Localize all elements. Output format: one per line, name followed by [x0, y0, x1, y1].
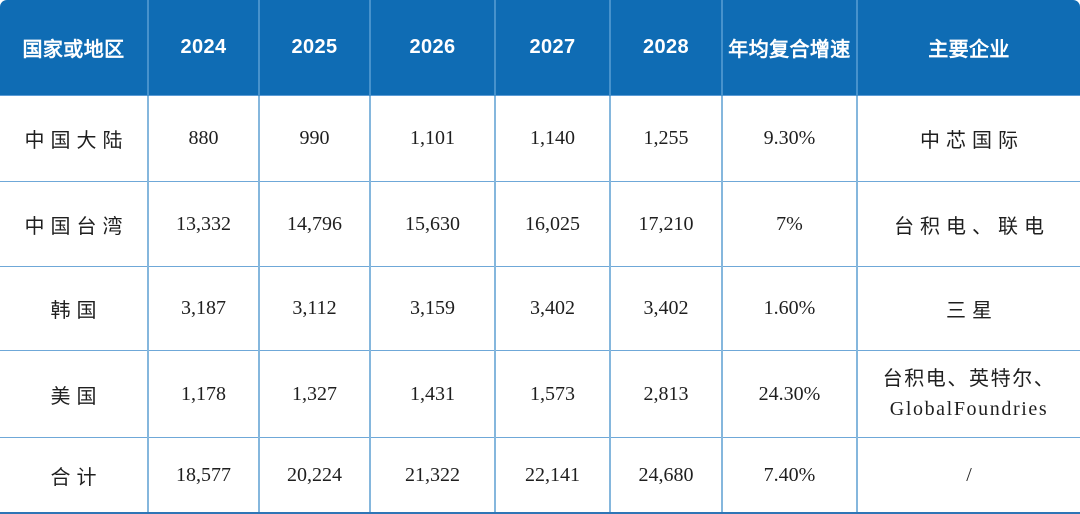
value-cell-2026: 15,630: [370, 181, 496, 267]
value-cell-2025: 14,796: [259, 181, 371, 267]
value-cell-2028: 2,813: [610, 350, 723, 438]
table-row-usa: 美国 1,178 1,327 1,431 1,573 2,813 24.30% …: [0, 350, 1080, 438]
table-header-row: 国家或地区 2024 2025 2026 2027 2028 年均复合增速 主要…: [0, 0, 1080, 96]
value-cell-2027: 1,140: [495, 95, 611, 182]
value-cell-2025: 1,327: [259, 350, 371, 438]
value-cell-2024: 880: [148, 95, 260, 182]
value-cell-2024: 18,577: [148, 437, 260, 514]
region-cell: 中国台湾: [0, 181, 149, 267]
region-cell: 韩国: [0, 266, 149, 351]
column-header-2026: 2026: [370, 0, 496, 96]
companies-cell: 台积电、联电: [857, 181, 1080, 267]
table-row-total: 合计 18,577 20,224 21,322 22,141 24,680 7.…: [0, 437, 1080, 514]
companies-cell: 中芯国际: [857, 95, 1080, 182]
value-cell-2027: 16,025: [495, 181, 611, 267]
value-cell-2026: 1,431: [370, 350, 496, 438]
value-cell-2025: 20,224: [259, 437, 371, 514]
cagr-cell: 1.60%: [722, 266, 858, 351]
table-row-china-taiwan: 中国台湾 13,332 14,796 15,630 16,025 17,210 …: [0, 181, 1080, 267]
value-cell-2026: 1,101: [370, 95, 496, 182]
value-cell-2025: 990: [259, 95, 371, 182]
companies-cell: 三星: [857, 266, 1080, 351]
value-cell-2028: 17,210: [610, 181, 723, 267]
value-cell-2026: 21,322: [370, 437, 496, 514]
value-cell-2026: 3,159: [370, 266, 496, 351]
column-header-cagr: 年均复合增速: [722, 0, 858, 96]
table-row-china-mainland: 中国大陆 880 990 1,101 1,140 1,255 9.30% 中芯国…: [0, 95, 1080, 182]
companies-cell: 台积电、英特尔、GlobalFoundries: [857, 350, 1080, 438]
column-header-2024: 2024: [148, 0, 260, 96]
value-cell-2027: 1,573: [495, 350, 611, 438]
cagr-cell: 7%: [722, 181, 858, 267]
value-cell-2025: 3,112: [259, 266, 371, 351]
cagr-cell: 24.30%: [722, 350, 858, 438]
column-header-2027: 2027: [495, 0, 611, 96]
column-header-2025: 2025: [259, 0, 371, 96]
value-cell-2027: 22,141: [495, 437, 611, 514]
region-cell: 合计: [0, 437, 149, 514]
value-cell-2028: 3,402: [610, 266, 723, 351]
region-cell: 美国: [0, 350, 149, 438]
cagr-cell: 7.40%: [722, 437, 858, 514]
value-cell-2024: 1,178: [148, 350, 260, 438]
value-cell-2028: 24,680: [610, 437, 723, 514]
region-cell: 中国大陆: [0, 95, 149, 182]
column-header-region: 国家或地区: [0, 0, 149, 96]
cagr-cell: 9.30%: [722, 95, 858, 182]
value-cell-2024: 3,187: [148, 266, 260, 351]
value-cell-2027: 3,402: [495, 266, 611, 351]
column-header-2028: 2028: [610, 0, 723, 96]
value-cell-2024: 13,332: [148, 181, 260, 267]
value-cell-2028: 1,255: [610, 95, 723, 182]
table-row-korea: 韩国 3,187 3,112 3,159 3,402 3,402 1.60% 三…: [0, 266, 1080, 351]
column-header-companies: 主要企业: [857, 0, 1080, 96]
companies-cell: /: [857, 437, 1080, 514]
